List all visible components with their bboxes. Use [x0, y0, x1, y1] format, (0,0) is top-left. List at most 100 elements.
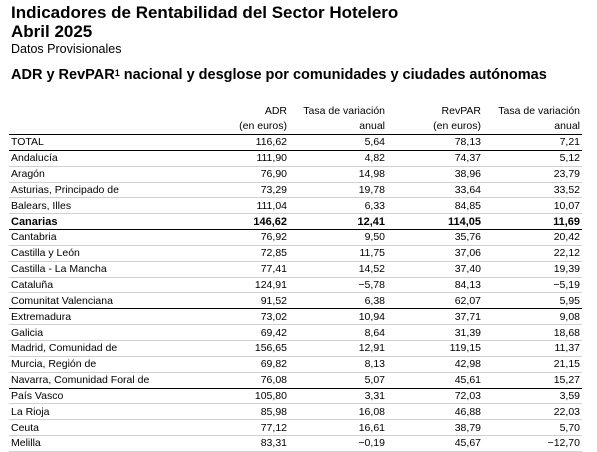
table-row: Andalucía 111,90 4,82 74,37 5,12 — [9, 150, 582, 167]
table-row: Balears, Illes 111,04 6,33 84,85 10,07 — [9, 197, 582, 215]
table-row: Murcia, Región de 69,82 8,13 42,98 21,15 — [9, 356, 582, 373]
section-title: ADR y RevPAR1 nacional y desglose por co… — [11, 66, 591, 84]
cell-adr: 116,62 — [187, 134, 289, 151]
cell-name: Canarias — [9, 213, 187, 231]
cell-revpar: 38,96 — [387, 166, 483, 183]
report-title: Indicadores de Rentabilidad del Sector H… — [11, 3, 399, 22]
cell-revpar: 114,05 — [387, 213, 483, 231]
header-tasa-revpar: Tasa de variación — [498, 105, 580, 117]
cell-tasa-revpar: 9,08 — [483, 308, 582, 326]
cell-revpar: 72,03 — [387, 388, 483, 405]
cell-revpar: 33,64 — [387, 182, 483, 199]
cell-name: Cataluña — [9, 277, 187, 294]
cell-name: Extremadura — [9, 308, 187, 326]
table-row: Aragón 76,90 14,98 38,96 23,79 — [9, 166, 582, 183]
cell-adr: 76,08 — [187, 372, 289, 389]
cell-name: Ceuta — [9, 419, 187, 437]
section-title-b: nacional y desglose por comunidades y ci… — [119, 67, 547, 83]
cell-tasa-revpar: 33,52 — [483, 182, 582, 199]
report-subtitle: Datos Provisionales — [11, 42, 122, 56]
cell-tasa-adr: 3,31 — [289, 388, 387, 405]
cell-tasa-revpar: 3,59 — [483, 388, 582, 405]
report-period: Abril 2025 — [11, 22, 93, 41]
cell-adr: 146,62 — [187, 213, 289, 231]
cell-adr: 124,91 — [187, 277, 289, 294]
cell-adr: 77,41 — [187, 261, 289, 278]
cell-revpar: 37,40 — [387, 261, 483, 278]
cell-revpar: 84,13 — [387, 277, 483, 294]
indicators-table: ADR Tasa de variación RevPAR Tasa de var… — [9, 104, 582, 452]
table-row: La Rioja 85,98 16,08 46,88 22,03 — [9, 403, 582, 421]
table-row: Cataluña 124,91 −5,78 84,13 −5,19 — [9, 277, 582, 294]
cell-tasa-adr: 6,33 — [289, 197, 387, 215]
cell-tasa-adr: 16,08 — [289, 403, 387, 421]
table-row: Madrid, Comunidad de 156,65 12,91 119,15 11,… — [9, 340, 582, 357]
cell-revpar: 74,37 — [387, 150, 483, 167]
cell-adr: 111,90 — [187, 150, 289, 167]
cell-name: Asturias, Principado de — [9, 182, 187, 199]
cell-revpar: 46,88 — [387, 403, 483, 421]
cell-revpar: 38,79 — [387, 419, 483, 437]
cell-tasa-adr: 14,52 — [289, 261, 387, 278]
table-body: TOTAL 116,62 5,64 78,13 7,21 Andalucía 111,90 4… — [9, 134, 582, 452]
cell-revpar: 35,76 — [387, 229, 483, 246]
cell-adr: 73,02 — [187, 308, 289, 326]
cell-adr: 76,92 — [187, 229, 289, 246]
cell-tasa-adr: 12,91 — [289, 340, 387, 357]
cell-tasa-revpar: 18,68 — [483, 324, 582, 341]
cell-name: Balears, Illes — [9, 197, 187, 215]
table-row: Castilla y León 72,85 11,75 37,06 22,12 — [9, 245, 582, 262]
table-row: Asturias, Principado de 73,29 19,78 33,64 33… — [9, 182, 582, 199]
cell-name: Andalucía — [9, 150, 187, 167]
header-tasa-adr-unit: anual — [289, 119, 387, 135]
cell-tasa-revpar: 23,79 — [483, 166, 582, 183]
cell-tasa-adr: 8,13 — [289, 356, 387, 373]
cell-tasa-revpar: 22,12 — [483, 245, 582, 262]
cell-name: Melilla — [9, 435, 187, 452]
cell-revpar: 37,06 — [387, 245, 483, 262]
cell-name: La Rioja — [9, 403, 187, 421]
cell-tasa-revpar: −12,70 — [483, 435, 582, 452]
cell-tasa-adr: 11,75 — [289, 245, 387, 262]
table-row: Melilla 83,31 −0,19 45,67 −12,70 — [9, 435, 582, 452]
cell-revpar: 78,13 — [387, 134, 483, 151]
cell-revpar: 45,67 — [387, 435, 483, 452]
cell-tasa-adr: −0,19 — [289, 435, 387, 452]
cell-revpar: 45,61 — [387, 372, 483, 389]
cell-tasa-revpar: 15,27 — [483, 372, 582, 389]
table-row: Extremadura 73,02 10,94 37,71 9,08 — [9, 308, 582, 326]
cell-adr: 83,31 — [187, 435, 289, 452]
cell-name: Murcia, Región de — [9, 356, 187, 373]
cell-adr: 91,52 — [187, 292, 289, 310]
header-blank — [9, 104, 187, 119]
header-tasa-revpar-unit: anual — [483, 119, 582, 135]
cell-tasa-revpar: 5,95 — [483, 292, 582, 310]
cell-tasa-adr: 10,94 — [289, 308, 387, 326]
cell-adr: 156,65 — [187, 340, 289, 357]
table-row: Ceuta 77,12 16,61 38,79 5,70 — [9, 419, 582, 437]
cell-revpar: 42,98 — [387, 356, 483, 373]
cell-tasa-revpar: 11,69 — [483, 213, 582, 231]
cell-tasa-adr: −5,78 — [289, 277, 387, 294]
cell-tasa-adr: 12,41 — [289, 213, 387, 231]
cell-name: Madrid, Comunidad de — [9, 340, 187, 357]
cell-revpar: 84,85 — [387, 197, 483, 215]
cell-tasa-adr: 8,64 — [289, 324, 387, 341]
cell-adr: 85,98 — [187, 403, 289, 421]
table-row: Navarra, Comunidad Foral de 76,08 5,07 45,6… — [9, 372, 582, 389]
cell-name: Galicia — [9, 324, 187, 341]
cell-name: Navarra, Comunidad Foral de — [9, 372, 187, 389]
cell-tasa-revpar: 5,12 — [483, 150, 582, 167]
cell-tasa-adr: 4,82 — [289, 150, 387, 167]
header-revpar: RevPAR — [441, 105, 481, 117]
cell-tasa-adr: 6,38 — [289, 292, 387, 310]
cell-tasa-revpar: −5,19 — [483, 277, 582, 294]
cell-name: Comunitat Valenciana — [9, 292, 187, 310]
cell-revpar: 62,07 — [387, 292, 483, 310]
cell-name: Castilla y León — [9, 245, 187, 262]
cell-revpar: 119,15 — [387, 340, 483, 357]
cell-adr: 111,04 — [187, 197, 289, 215]
header-tasa-adr: Tasa de variación — [303, 105, 385, 117]
cell-name: Cantabria — [9, 229, 187, 246]
header-adr: ADR — [264, 105, 287, 117]
